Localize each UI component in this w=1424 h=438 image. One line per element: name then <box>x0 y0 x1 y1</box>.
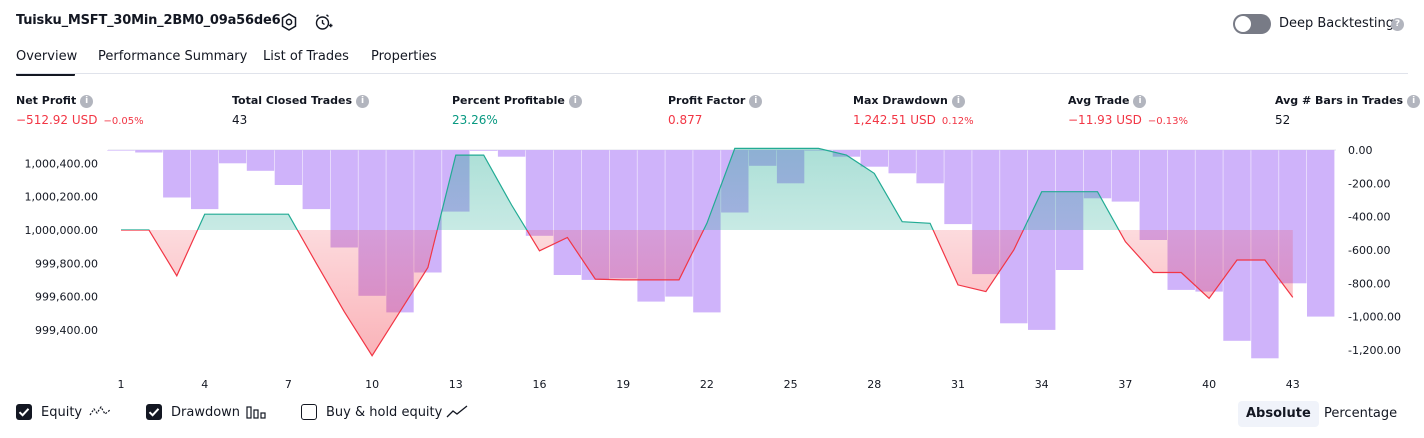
equity-drawdown-chart[interactable]: 1,000,400.00 1,000,200.00 1,000,000.00 999,… <box>0 140 1424 395</box>
x-axis-tick: 31 <box>951 378 965 391</box>
drawdown-bar <box>944 150 972 225</box>
left-axis-tick: 999,600.00 <box>35 291 98 304</box>
drawdown-bar <box>274 150 303 185</box>
drawdown-label: Drawdown <box>171 405 241 420</box>
drawdown-bar <box>135 150 163 153</box>
drawdown-bar <box>218 150 247 164</box>
strategy-title: Tuisku_MSFT_30Min_2BM0_09a56de6 <box>16 13 281 28</box>
tab-divider <box>16 73 1408 74</box>
left-axis-tick: 999,400.00 <box>35 324 98 337</box>
x-axis-tick: 25 <box>784 378 798 391</box>
x-axis-tick: 43 <box>1286 378 1300 391</box>
left-axis-tick: 1,000,000.00 <box>25 224 98 237</box>
info-icon[interactable]: i <box>80 95 94 108</box>
drawdown-bar <box>553 150 582 275</box>
drawdown-bar <box>1139 150 1167 240</box>
drawdown-checkbox[interactable] <box>146 404 162 420</box>
stat-avg-trade: Avg Trade i −11.93 USD −0.13% <box>1068 94 1189 127</box>
stat-total-closed-trades: Total Closed Trades i 43 <box>232 94 370 127</box>
stat-percent-profitable: Percent Profitable i 23.26% <box>452 94 582 127</box>
right-axis-tick: 0.00 <box>1348 144 1373 157</box>
drawdown-bar <box>1307 150 1335 317</box>
gear-icon[interactable] <box>279 12 299 32</box>
equity-label: Equity <box>41 405 83 420</box>
equity-area <box>121 148 1293 356</box>
drawdown-bar <box>107 150 135 151</box>
drawdown-bar <box>916 150 944 184</box>
drawdown-bar <box>497 150 526 157</box>
left-axis: 1,000,400.00 1,000,200.00 1,000,000.00 999,… <box>25 157 98 337</box>
info-icon[interactable]: i <box>356 95 370 108</box>
right-axis-tick: -1,000.00 <box>1348 311 1401 324</box>
percentage-button[interactable]: Percentage <box>1324 406 1398 421</box>
x-axis-tick: 4 <box>201 378 208 391</box>
drawdown-bar <box>525 150 554 236</box>
equity-line-icon <box>89 404 111 424</box>
x-axis-tick: 1 <box>118 378 125 391</box>
deep-backtesting-toggle[interactable] <box>1233 14 1271 34</box>
equity-line-down <box>121 230 1294 357</box>
alarm-plus-icon[interactable] <box>313 12 333 32</box>
right-axis-tick: -200.00 <box>1348 177 1390 190</box>
x-axis-tick: 7 <box>285 378 292 391</box>
x-axis-tick: 28 <box>867 378 881 391</box>
drawdown-bar <box>860 150 888 167</box>
info-icon[interactable]: i <box>1133 95 1147 108</box>
stat-avg-bars-in-trades: Avg # Bars in Trades i 52 <box>1275 94 1421 127</box>
x-axis-tick: 40 <box>1202 378 1216 391</box>
right-axis-tick: -1,200.00 <box>1348 344 1401 357</box>
trend-line-icon <box>446 404 470 424</box>
deep-backtesting-label: Deep Backtesting <box>1279 16 1395 31</box>
right-axis-tick: -800.00 <box>1348 277 1390 290</box>
x-axis-tick: 13 <box>449 378 463 391</box>
drawdown-bar <box>832 150 861 157</box>
left-axis-tick: 1,000,400.00 <box>25 157 98 170</box>
x-axis-tick: 37 <box>1118 378 1132 391</box>
drawdown-bar <box>163 150 191 198</box>
drawdown-bar <box>888 150 916 174</box>
equity-checkbox[interactable] <box>16 404 32 420</box>
left-axis-tick: 1,000,200.00 <box>25 191 98 204</box>
help-icon[interactable]: ? <box>1391 18 1404 31</box>
tab-list-of-trades[interactable]: List of Trades <box>263 49 349 64</box>
equity-line <box>121 147 1294 357</box>
absolute-button[interactable]: Absolute <box>1238 401 1319 427</box>
buy-hold-label: Buy & hold equity <box>326 405 443 420</box>
drawdown-bar <box>191 150 219 210</box>
info-icon[interactable]: i <box>951 95 965 108</box>
drawdown-bar <box>302 150 330 210</box>
x-axis-tick: 10 <box>365 378 379 391</box>
tab-properties[interactable]: Properties <box>371 49 437 64</box>
right-axis: 0.00 -200.00 -400.00 -600.00 -800.00 -1,000.0… <box>1348 144 1401 357</box>
active-tab-indicator <box>16 73 75 76</box>
buy-hold-checkbox[interactable] <box>301 404 317 420</box>
right-axis-tick: -600.00 <box>1348 244 1390 257</box>
tab-overview[interactable]: Overview <box>16 49 78 64</box>
drawdown-bar <box>470 150 498 151</box>
bars-icon <box>245 404 267 424</box>
stat-profit-factor: Profit Factor i 0.877 <box>668 94 763 127</box>
x-axis: 1 4 7 10 13 16 19 22 25 28 31 34 37 40 43 <box>118 378 1300 391</box>
right-axis-tick: -400.00 <box>1348 211 1390 224</box>
info-icon[interactable]: i <box>1407 95 1421 108</box>
toggle-knob <box>1235 16 1251 32</box>
left-axis-tick: 999,800.00 <box>35 257 98 270</box>
stat-max-drawdown: Max Drawdown i 1,242.51 USD 0.12% <box>853 94 974 127</box>
info-icon[interactable]: i <box>749 95 763 108</box>
x-axis-tick: 16 <box>533 378 547 391</box>
x-axis-tick: 22 <box>700 378 714 391</box>
x-axis-tick: 19 <box>616 378 630 391</box>
stat-net-profit: Net Profit i −512.92 USD −0.05% <box>16 94 144 127</box>
tab-performance-summary[interactable]: Performance Summary <box>98 49 248 64</box>
drawdown-bar <box>246 150 275 171</box>
equity-line-up <box>121 147 1120 230</box>
info-icon[interactable]: i <box>568 95 582 108</box>
drawdown-bar <box>1111 150 1140 202</box>
x-axis-tick: 34 <box>1035 378 1049 391</box>
drawdown-bar <box>1028 150 1056 330</box>
drawdown-bar <box>1083 150 1112 199</box>
